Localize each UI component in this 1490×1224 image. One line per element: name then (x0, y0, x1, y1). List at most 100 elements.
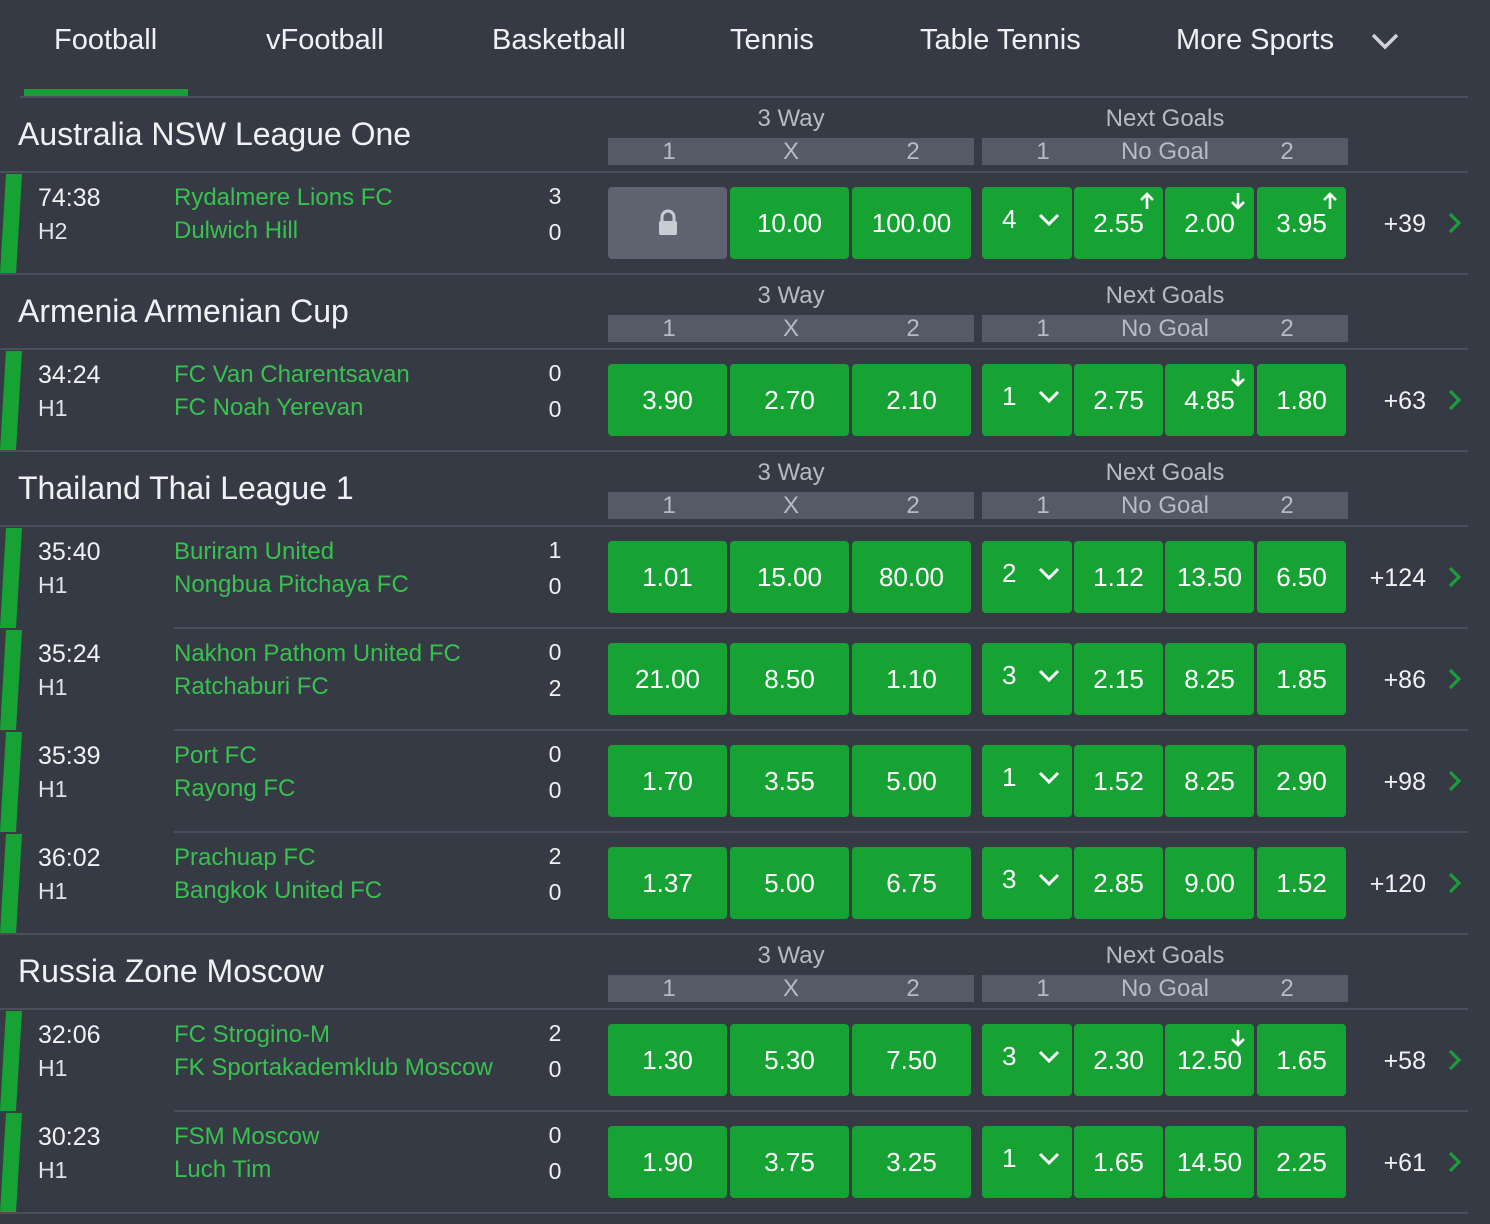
three-way-odds-2[interactable]: 10.00 (730, 187, 849, 259)
next-goals-odds-3[interactable]: 6.50 (1257, 541, 1346, 613)
arrow-down-icon (1231, 193, 1245, 210)
next-goals-odds-3[interactable]: 2.90 (1257, 745, 1346, 817)
more-markets-count[interactable]: +98 (1383, 768, 1426, 796)
away-team-link[interactable]: Bangkok United FC (174, 877, 383, 904)
three-way-odds-1[interactable]: 1.30 (608, 1024, 727, 1096)
tab-football[interactable]: Football (54, 24, 158, 56)
three-way-odds-3[interactable]: 5.00 (852, 745, 971, 817)
chevron-right-icon[interactable] (1448, 566, 1462, 588)
three-way-odds-1[interactable]: 1.70 (608, 745, 727, 817)
home-team-link[interactable]: FC Strogino-M (174, 1021, 331, 1048)
away-team-link[interactable]: FK Sportakademklub Moscow (174, 1054, 493, 1081)
away-team-link[interactable]: Rayong FC (174, 775, 296, 802)
goal-line-selector[interactable]: 3 (982, 1024, 1072, 1096)
away-team-link[interactable]: Ratchaburi FC (174, 673, 329, 700)
three-way-odds-2[interactable]: 5.30 (730, 1024, 849, 1096)
three-way-odds-3[interactable]: 2.10 (852, 364, 971, 436)
next-goals-title: Next Goals (1105, 942, 1225, 969)
more-markets-count[interactable]: +86 (1383, 666, 1426, 694)
three-way-odds-1[interactable]: 1.90 (608, 1126, 727, 1198)
next-goals-odds-3[interactable]: 1.52 (1257, 847, 1346, 919)
chevron-right-icon[interactable] (1448, 1049, 1462, 1071)
home-team-link[interactable]: Nakhon Pathom United FC (174, 640, 461, 667)
chevron-right-icon[interactable] (1448, 770, 1462, 792)
home-team-link[interactable]: Prachuap FC (174, 844, 316, 871)
goal-line-selector[interactable]: 1 (982, 745, 1072, 817)
next-goals-odds-2[interactable]: 14.50 (1165, 1126, 1254, 1198)
away-team-link[interactable]: Dulwich Hill (174, 217, 299, 244)
goal-line-selector[interactable]: 2 (982, 541, 1072, 613)
goal-line-selector[interactable]: 4 (982, 187, 1072, 259)
chevron-right-icon[interactable] (1448, 1151, 1462, 1173)
chevron-down-icon (1038, 1152, 1060, 1166)
home-team-link[interactable]: Rydalmere Lions FC (174, 184, 393, 211)
goal-line-selector[interactable]: 3 (982, 643, 1072, 715)
chevron-right-icon[interactable] (1448, 668, 1462, 690)
home-team-link[interactable]: Buriram United (174, 538, 335, 565)
away-team-link[interactable]: Nongbua Pitchaya FC (174, 571, 409, 598)
next-goals-odds-2[interactable]: 8.25 (1165, 643, 1254, 715)
next-goals-odds-1[interactable]: 2.15 (1074, 643, 1163, 715)
next-goals-odds-2[interactable]: 4.85 (1165, 364, 1254, 436)
away-team-link[interactable]: FC Noah Yerevan (174, 394, 364, 421)
match-clock: 35:40 (38, 538, 101, 566)
more-markets-count[interactable]: +124 (1369, 564, 1426, 592)
three-way-odds-1[interactable]: 3.90 (608, 364, 727, 436)
next-goals-odds-1[interactable]: 2.55 (1074, 187, 1163, 259)
chevron-right-icon[interactable] (1448, 872, 1462, 894)
three-way-odds-2[interactable]: 15.00 (730, 541, 849, 613)
goal-line-selector[interactable]: 3 (982, 847, 1072, 919)
tab-more-sports[interactable]: More Sports (1176, 24, 1334, 56)
next-goals-odds-1[interactable]: 2.85 (1074, 847, 1163, 919)
next-goals-odds-3[interactable]: 2.25 (1257, 1126, 1346, 1198)
next-goals-odds-2[interactable]: 2.00 (1165, 187, 1254, 259)
three-way-odds-3[interactable]: 1.10 (852, 643, 971, 715)
chevron-right-icon[interactable] (1448, 212, 1462, 234)
next-goals-odds-3[interactable]: 3.95 (1257, 187, 1346, 259)
home-team-link[interactable]: FC Van Charentsavan (174, 361, 410, 388)
three-way-odds-3[interactable]: 80.00 (852, 541, 971, 613)
tab-basketball[interactable]: Basketball (492, 24, 626, 56)
three-way-odds-1[interactable]: 1.37 (608, 847, 727, 919)
more-markets-count[interactable]: +61 (1383, 1149, 1426, 1177)
home-score: 0 (548, 741, 562, 767)
next-goals-odds-1[interactable]: 1.52 (1074, 745, 1163, 817)
more-markets-count[interactable]: +39 (1383, 210, 1426, 238)
tab-vfootball[interactable]: vFootball (266, 24, 384, 56)
next-goals-odds-3[interactable]: 1.85 (1257, 643, 1346, 715)
three-way-odds-3[interactable]: 7.50 (852, 1024, 971, 1096)
more-markets-count[interactable]: +58 (1383, 1047, 1426, 1075)
three-way-odds-3[interactable]: 100.00 (852, 187, 971, 259)
tab-tennis[interactable]: Tennis (730, 24, 814, 56)
three-way-odds-2[interactable]: 3.55 (730, 745, 849, 817)
next-goals-odds-3[interactable]: 1.80 (1257, 364, 1346, 436)
next-goals-odds-2[interactable]: 13.50 (1165, 541, 1254, 613)
next-goals-odds-1[interactable]: 2.75 (1074, 364, 1163, 436)
next-goals-odds-1[interactable]: 1.65 (1074, 1126, 1163, 1198)
away-team-link[interactable]: Luch Tim (174, 1156, 272, 1183)
home-team-link[interactable]: FSM Moscow (174, 1123, 320, 1150)
three-way-odds-1[interactable]: 21.00 (608, 643, 727, 715)
next-goals-odds-3[interactable]: 1.65 (1257, 1024, 1346, 1096)
tab-table-tennis[interactable]: Table Tennis (920, 24, 1081, 56)
three-way-odds-1[interactable]: 1.01 (608, 541, 727, 613)
three-way-odds-3[interactable]: 6.75 (852, 847, 971, 919)
chevron-right-icon[interactable] (1448, 389, 1462, 411)
next-goals-odds-1[interactable]: 1.12 (1074, 541, 1163, 613)
three-way-odds-2[interactable]: 2.70 (730, 364, 849, 436)
next-goals-odds-2[interactable]: 9.00 (1165, 847, 1254, 919)
three-way-odds-2[interactable]: 3.75 (730, 1126, 849, 1198)
goal-line-selector[interactable]: 1 (982, 1126, 1072, 1198)
next-goals-odds-2[interactable]: 12.50 (1165, 1024, 1254, 1096)
home-score: 0 (548, 639, 562, 665)
next-goals-odds-1[interactable]: 2.30 (1074, 1024, 1163, 1096)
three-way-odds-2[interactable]: 5.00 (730, 847, 849, 919)
more-markets-count[interactable]: +63 (1383, 387, 1426, 415)
three-way-odds-3[interactable]: 3.25 (852, 1126, 971, 1198)
more-markets-count[interactable]: +120 (1369, 870, 1426, 898)
three-way-odds-2[interactable]: 8.50 (730, 643, 849, 715)
next-goals-odds-2[interactable]: 8.25 (1165, 745, 1254, 817)
home-team-link[interactable]: Port FC (174, 742, 257, 769)
goal-line-selector[interactable]: 1 (982, 364, 1072, 436)
chevron-down-icon[interactable] (1370, 28, 1400, 54)
